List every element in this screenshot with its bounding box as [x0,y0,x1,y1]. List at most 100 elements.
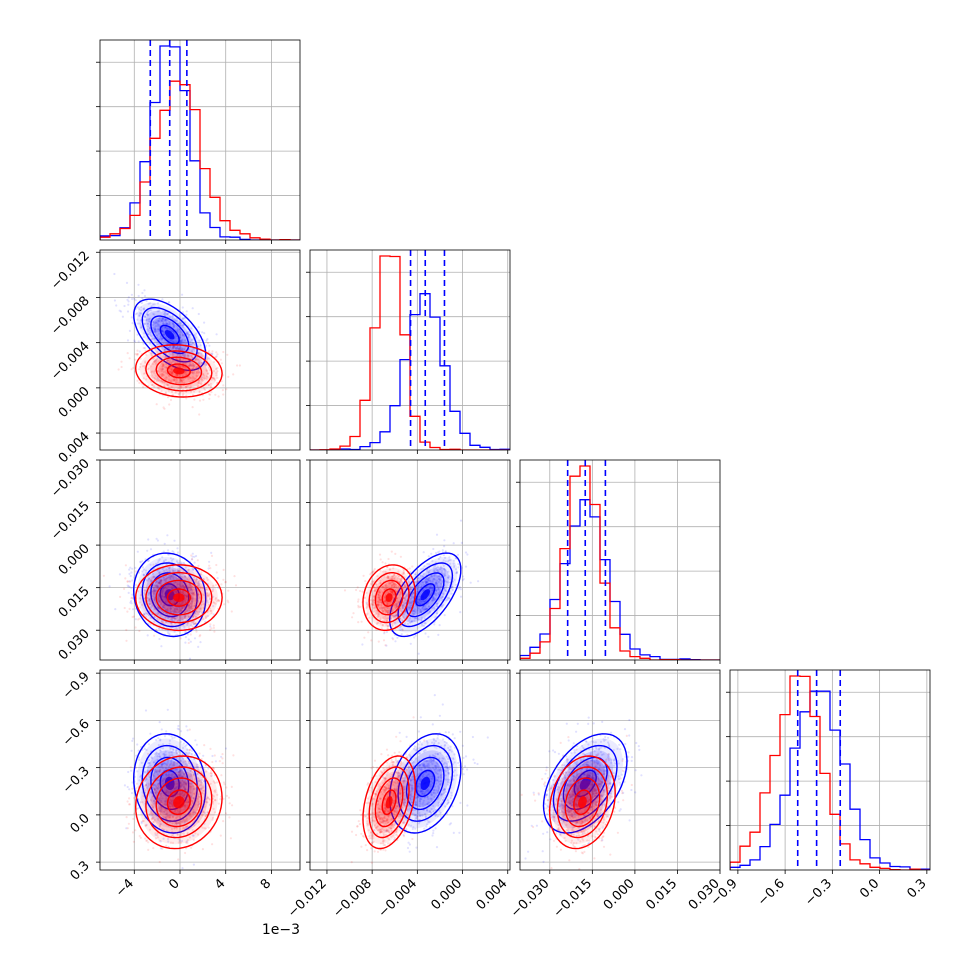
scatter-point [163,578,166,581]
scatter-point [384,570,387,573]
scatter-point [380,594,383,597]
scatter-point [127,296,130,299]
scatter-point [357,600,360,603]
scatter-point [422,572,425,576]
scatter-point [161,590,165,593]
scatter-point [138,617,141,620]
scatter-point [183,781,186,784]
scatter-point [408,567,411,570]
scatter-point [213,377,216,380]
scatter-point [189,364,192,367]
scatter-point [171,550,174,553]
scatter-point [420,600,423,604]
scatter-point [175,591,178,594]
scatter-point [208,357,211,360]
scatter-point [372,601,376,604]
scatter-point [178,615,181,618]
scatter-point [169,584,172,587]
scatter-point [214,583,217,587]
scatter-point [411,565,414,568]
scatter-point [159,581,162,584]
scatter-point [432,606,435,609]
scatter-point [163,752,166,755]
scatter-point [383,630,386,634]
scatter-point [163,799,166,803]
scatter-point [435,615,438,618]
scatter-point [172,331,175,334]
scatter-point [386,610,389,614]
scatter-point [379,588,382,591]
scatter-point [164,312,167,316]
scatter-point [226,599,229,602]
scatter-point [380,627,383,630]
scatter-point [195,577,198,580]
scatter-point [157,797,160,800]
scatter-point [210,612,213,615]
scatter-point [382,570,385,573]
scatter-point [141,570,144,573]
scatter-point [188,364,191,367]
scatter-point [390,577,393,580]
scatter-point [418,601,421,604]
scatter-point [429,586,432,589]
scatter-point [426,585,429,588]
scatter-point [207,567,210,570]
scatter-point [144,589,147,592]
scatter-point [161,766,164,770]
scatter-point [150,335,153,338]
scatter-point [181,379,184,382]
scatter-point [421,624,424,627]
scatter-point [413,636,416,639]
scatter-point [393,615,396,618]
scatter-point [423,600,426,603]
scatter-point [381,561,384,564]
scatter-point [174,391,177,394]
contour-line [155,579,203,616]
scatter-point [372,599,375,602]
scatter-point [163,559,166,562]
scatter-point [152,590,156,593]
scatter-point [209,352,212,355]
scatter-point [154,363,157,366]
scatter-point [162,364,165,367]
scatter-point [118,309,121,312]
scatter-point [148,599,151,602]
scatter-point [434,593,437,596]
scatter-point [427,571,430,574]
scatter-point [198,584,201,587]
scatter-point [181,779,184,783]
scatter-point [190,327,193,330]
scatter-point [233,575,236,578]
scatter-point [391,575,394,578]
scatter-point [389,582,392,585]
scatter-point [415,580,418,583]
scatter-point [175,346,179,349]
scatter-point [160,619,163,622]
scatter-point [129,601,132,604]
scatter-point [149,602,152,605]
scatter-point [364,580,367,583]
scatter-point [398,612,401,616]
scatter-point [438,577,441,581]
scatter-point [395,603,399,606]
scatter-point [157,607,160,610]
scatter-point [134,570,137,573]
scatter-point [176,585,179,589]
scatter-point [164,326,168,329]
scatter-point [417,652,420,655]
scatter-point [181,820,184,823]
scatter-point [192,367,195,370]
scatter-point [192,365,195,368]
scatter-point [444,550,447,553]
scatter-point [175,373,178,376]
scatter-point [180,380,183,383]
scatter-point [156,585,159,588]
scatter-point [142,612,145,616]
scatter-point [384,608,387,611]
scatter-point [162,604,165,607]
scatter-point [383,606,386,609]
scatter-point [181,317,184,321]
scatter-point [167,576,170,579]
scatter-point [170,329,173,332]
scatter-point [148,326,151,330]
